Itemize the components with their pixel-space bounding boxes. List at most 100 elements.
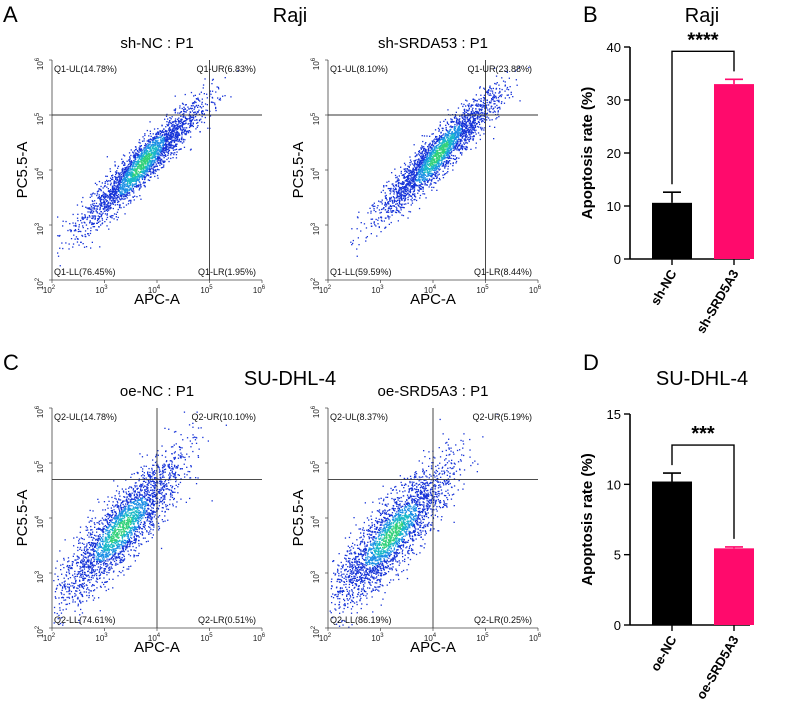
event-dot [390, 191, 392, 193]
event-dot [157, 128, 159, 130]
event-dot [82, 225, 84, 227]
event-dot [435, 144, 438, 147]
event-dot [451, 126, 453, 129]
event-dot [421, 152, 423, 154]
event-dot [458, 125, 460, 128]
event-dot [124, 179, 127, 181]
event-dot [139, 165, 141, 168]
event-dot [518, 66, 520, 68]
section-title-sudhl4: SU-DHL-4 [244, 368, 336, 390]
event-dot [131, 179, 133, 182]
event-dot [108, 228, 110, 230]
event-dot [153, 152, 155, 154]
event-dot [131, 183, 133, 185]
event-dot [439, 143, 441, 145]
event-dot [462, 112, 464, 114]
event-dot [92, 211, 95, 213]
event-dot [150, 145, 152, 147]
event-dot [365, 240, 367, 242]
event-dot [83, 216, 85, 219]
event-dot [122, 182, 124, 184]
event-dot [351, 244, 353, 246]
event-dot [98, 203, 101, 205]
event-dot [435, 138, 437, 141]
event-dot [113, 182, 115, 184]
event-dot [439, 121, 441, 123]
event-dot [97, 215, 99, 217]
event-dot [111, 185, 114, 187]
panel-letter-d: D [583, 350, 599, 375]
event-dot [447, 171, 449, 173]
event-dot [156, 157, 159, 160]
event-dot [125, 180, 127, 182]
event-dot [97, 205, 99, 207]
event-dot [126, 184, 128, 186]
event-dot [94, 193, 96, 195]
event-dot [195, 101, 197, 104]
event-dot [191, 125, 193, 127]
event-dot [118, 190, 120, 192]
event-dot [409, 169, 412, 172]
event-dot [209, 115, 212, 117]
event-dot [442, 146, 445, 148]
event-dot [516, 84, 518, 86]
event-dot [141, 163, 143, 165]
event-dot [421, 145, 423, 147]
event-dot [429, 156, 431, 158]
event-dot [434, 129, 437, 131]
event-dot [176, 140, 178, 142]
event-dot [447, 157, 449, 160]
event-dot [395, 206, 397, 208]
event-dot [163, 160, 165, 162]
event-dot [421, 166, 423, 168]
event-dot [173, 141, 175, 143]
event-dot [129, 156, 131, 158]
event-dot [169, 117, 171, 119]
event-dot [506, 94, 508, 96]
event-dot [454, 138, 456, 140]
event-dot [372, 205, 374, 208]
x-tick-exponent: 4 [157, 285, 161, 291]
event-dot [468, 114, 470, 117]
event-dot [469, 129, 471, 131]
event-dot [162, 166, 164, 169]
event-dot [124, 184, 126, 186]
event-dot [448, 145, 450, 147]
event-dot [449, 140, 451, 143]
event-dot [97, 218, 100, 220]
event-dot [129, 162, 131, 164]
event-dot [126, 167, 128, 169]
event-dot [409, 156, 411, 158]
event-dot [422, 175, 425, 177]
event-dot [209, 90, 211, 92]
event-dot [366, 236, 368, 238]
event-dot [176, 136, 178, 139]
event-dot [185, 132, 188, 134]
event-dot [156, 174, 159, 177]
event-dot [132, 151, 134, 153]
event-dot [449, 151, 451, 154]
event-dot [140, 153, 142, 155]
event-dot [430, 172, 433, 174]
event-dot [146, 168, 148, 170]
event-dot [107, 180, 110, 182]
event-dot [168, 128, 170, 130]
event-dot [414, 161, 416, 163]
event-dot [117, 190, 119, 193]
event-dot [120, 178, 122, 180]
event-dot [153, 147, 155, 149]
event-dot [380, 217, 383, 219]
event-dot [452, 145, 455, 147]
event-dot [106, 179, 108, 182]
event-dot [443, 133, 445, 135]
event-dot [388, 201, 390, 203]
event-dot [423, 193, 426, 195]
event-dot [169, 134, 171, 136]
event-dot [188, 108, 190, 110]
event-dot [117, 208, 119, 211]
event-dot [404, 188, 406, 190]
event-dot [112, 207, 114, 210]
event-dot [162, 149, 164, 151]
event-dot [403, 175, 405, 178]
